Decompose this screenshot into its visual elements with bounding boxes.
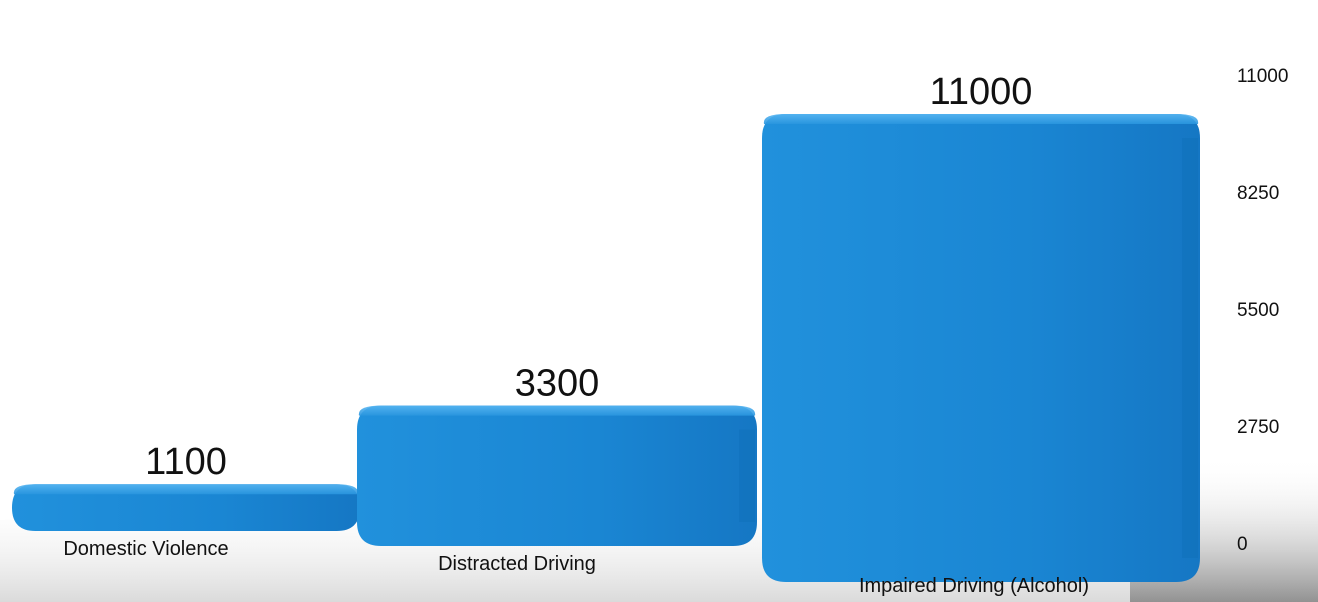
category-label-2: Impaired Driving (Alcohol) (859, 575, 1089, 597)
bar-top-0 (13, 484, 359, 495)
bar-0 (12, 484, 360, 531)
bar-shade-2 (1182, 138, 1198, 558)
bar-shade-1 (739, 429, 755, 522)
bar-top-2 (763, 114, 1199, 124)
value-label-2: 11000 (930, 71, 1033, 113)
value-label-1: 3300 (515, 363, 600, 405)
y-tick-label-3: 8250 (1237, 183, 1279, 204)
bar-1 (357, 405, 757, 546)
y-tick-label-1: 2750 (1237, 417, 1279, 438)
bar-2 (762, 114, 1200, 582)
y-axis: 0 2750 5500 8250 11000 (1237, 66, 1288, 555)
category-label-0: Domestic Violence (63, 538, 228, 560)
y-tick-label-0: 0 (1237, 534, 1248, 555)
y-tick-label-4: 11000 (1237, 66, 1288, 87)
y-tick-label-2: 5500 (1237, 300, 1279, 321)
bar-top-1 (358, 405, 756, 416)
value-label-0: 1100 (145, 441, 227, 483)
bars-group: 1100 Domestic Violence 3300 Distracted Driv… (12, 71, 1200, 597)
category-label-1: Distracted Driving (438, 553, 596, 575)
